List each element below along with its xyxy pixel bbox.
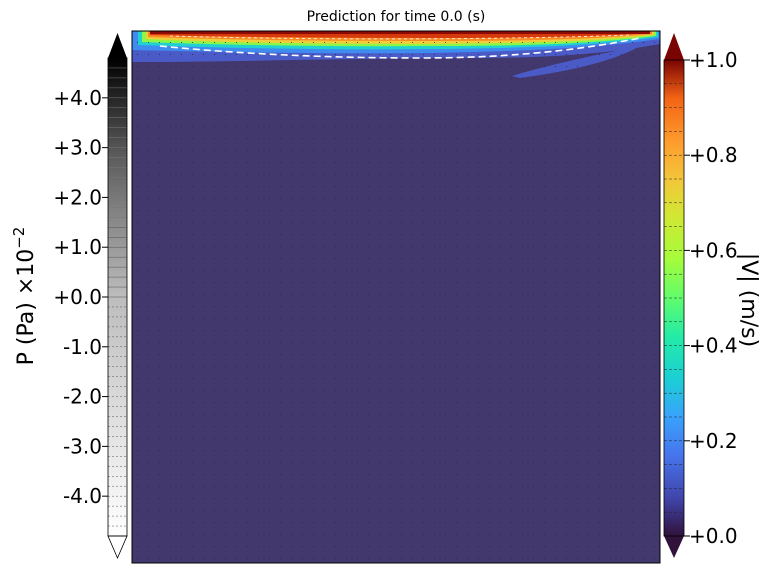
velocity-colorbar: +1.0 +0.8 +0.6 +0.4 +0.2 +0.0 |V| (m/s) <box>663 33 761 558</box>
pressure-axis-label-main: P (Pa) ×10 <box>14 249 39 366</box>
vector-dots <box>132 31 660 563</box>
pressure-axis-label-exp: −2 <box>10 227 28 249</box>
velocity-axis-label: |V| (m/s) <box>736 253 761 347</box>
velocity-tick-label: +1.0 <box>689 48 738 72</box>
velocity-field <box>132 31 660 563</box>
dashed-contour-top <box>169 34 631 40</box>
pressure-contour-lines <box>108 67 127 527</box>
pressure-tick-label: -1.0 <box>63 335 102 359</box>
pressure-tick-label: -3.0 <box>63 434 102 458</box>
pressure-ticks: +4.0 +3.0 +2.0 +1.0 +0.0 -1.0 -2.0 -3.0 -4.0 <box>53 86 108 508</box>
velocity-tick-label: +0.0 <box>689 524 738 548</box>
velocity-colorbar-frame <box>663 59 685 537</box>
pressure-tick-label: +3.0 <box>53 136 102 160</box>
velocity-colorbar-top-extend <box>664 33 684 60</box>
dashed-contour <box>159 37 641 59</box>
pressure-tick-label: -2.0 <box>63 385 102 409</box>
pressure-tick-label: +1.0 <box>53 235 102 259</box>
pressure-tick-label: +4.0 <box>53 86 102 110</box>
velocity-ticks: +1.0 +0.8 +0.6 +0.4 +0.2 +0.0 <box>684 48 738 548</box>
pressure-colorbar-top-extend <box>108 33 127 58</box>
pressure-tick-label: +2.0 <box>53 185 102 209</box>
chart-title: Prediction for time 0.0 (s) <box>307 9 486 25</box>
velocity-contour-lines <box>664 83 684 513</box>
velocity-colorbar-bottom-extend <box>664 536 684 558</box>
plot-frame <box>131 30 661 564</box>
pressure-colorbar: +4.0 +3.0 +2.0 +1.0 +0.0 -1.0 -2.0 -3.0 -4.0 P (… <box>10 33 128 560</box>
plot-area <box>131 30 661 564</box>
pressure-tick-label: +0.0 <box>53 285 102 309</box>
pressure-axis-label: P (Pa) ×10−2 <box>10 227 39 366</box>
velocity-tick-label: +0.2 <box>689 429 738 453</box>
pressure-tick-label: -4.0 <box>63 484 102 508</box>
pressure-colorbar-bottom-extend <box>107 535 128 560</box>
velocity-tick-label: +0.4 <box>689 334 738 358</box>
velocity-tick-label: +0.8 <box>689 143 738 167</box>
velocity-tick-label: +0.6 <box>689 238 738 262</box>
